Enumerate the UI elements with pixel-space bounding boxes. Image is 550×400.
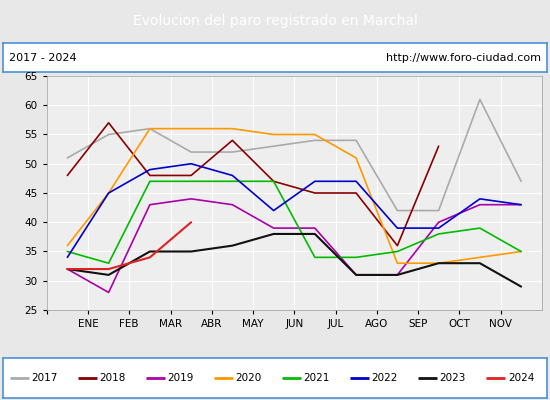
Text: 2017: 2017 bbox=[31, 373, 58, 383]
Text: 2017 - 2024: 2017 - 2024 bbox=[9, 53, 77, 63]
Text: 2019: 2019 bbox=[167, 373, 194, 383]
Text: 2018: 2018 bbox=[100, 373, 126, 383]
Text: 2020: 2020 bbox=[235, 373, 262, 383]
Text: Evolucion del paro registrado en Marchal: Evolucion del paro registrado en Marchal bbox=[133, 14, 417, 28]
Text: 2021: 2021 bbox=[304, 373, 330, 383]
Text: 2024: 2024 bbox=[508, 373, 534, 383]
Text: 2023: 2023 bbox=[439, 373, 466, 383]
Text: http://www.foro-ciudad.com: http://www.foro-ciudad.com bbox=[386, 53, 541, 63]
Text: 2022: 2022 bbox=[372, 373, 398, 383]
